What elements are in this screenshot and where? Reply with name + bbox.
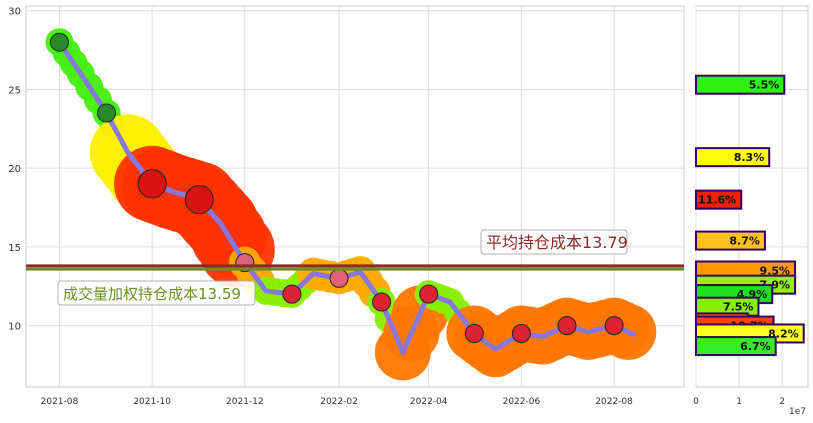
vwap-cost-annotation: 成交量加权持仓成本13.59 <box>63 285 241 303</box>
volume-bar-label: 5.5% <box>749 79 780 92</box>
volume-bar-label: 11.6% <box>698 194 736 207</box>
x-tick-label: 2022-04 <box>410 397 448 407</box>
fruit-marker <box>557 316 577 336</box>
y-tick-label: 20 <box>8 164 21 175</box>
volume-bar-label: 6.7% <box>740 340 771 353</box>
fruit-marker <box>511 323 531 343</box>
fruit-marker <box>604 316 624 336</box>
volume-bar-label: 9.5% <box>760 264 791 277</box>
fruit-marker <box>282 284 302 304</box>
x-tick-label: 2022-06 <box>503 397 541 407</box>
fruit-marker <box>97 103 117 123</box>
fruit-marker <box>372 292 392 312</box>
fruit-marker <box>184 185 214 215</box>
fruit-marker <box>49 32 69 52</box>
y-tick-label: 25 <box>8 85 21 96</box>
x-tick-label: 2022-08 <box>595 397 633 407</box>
volume-bar <box>695 336 777 357</box>
fruit-marker <box>464 323 484 343</box>
volume-bar <box>695 74 786 95</box>
x-tick-label: 2021-12 <box>226 397 264 407</box>
fruit-marker <box>329 268 349 288</box>
volume-bar <box>695 230 766 251</box>
y-tick-label: 15 <box>8 243 21 254</box>
volume-bar-label: 8.3% <box>734 151 765 164</box>
vwap-cost-annotation-box <box>57 280 256 306</box>
avg-cost-annotation: 平均持仓成本13.79 <box>486 233 628 252</box>
x-tick-label: 2021-10 <box>133 397 171 407</box>
side-x-tick-label: 0 <box>693 397 699 407</box>
volume-bar <box>695 147 771 168</box>
volume-bar-label: 7.5% <box>723 301 754 314</box>
fruit-marker <box>419 284 439 304</box>
volume-bar-label: 8.7% <box>729 235 760 248</box>
side-offset-label: 1e7 <box>789 407 806 417</box>
y-tick-label: 10 <box>8 322 21 333</box>
side-x-tick-label: 1 <box>736 397 742 407</box>
avg-cost-annotation-box <box>480 229 628 255</box>
y-tick-label: 30 <box>8 7 21 18</box>
volume-bar <box>695 189 743 210</box>
fruit-marker <box>137 169 167 199</box>
side-x-tick-label: 2 <box>779 397 785 407</box>
x-tick-label: 2022-02 <box>320 397 358 407</box>
x-tick-label: 2021-08 <box>41 397 79 407</box>
